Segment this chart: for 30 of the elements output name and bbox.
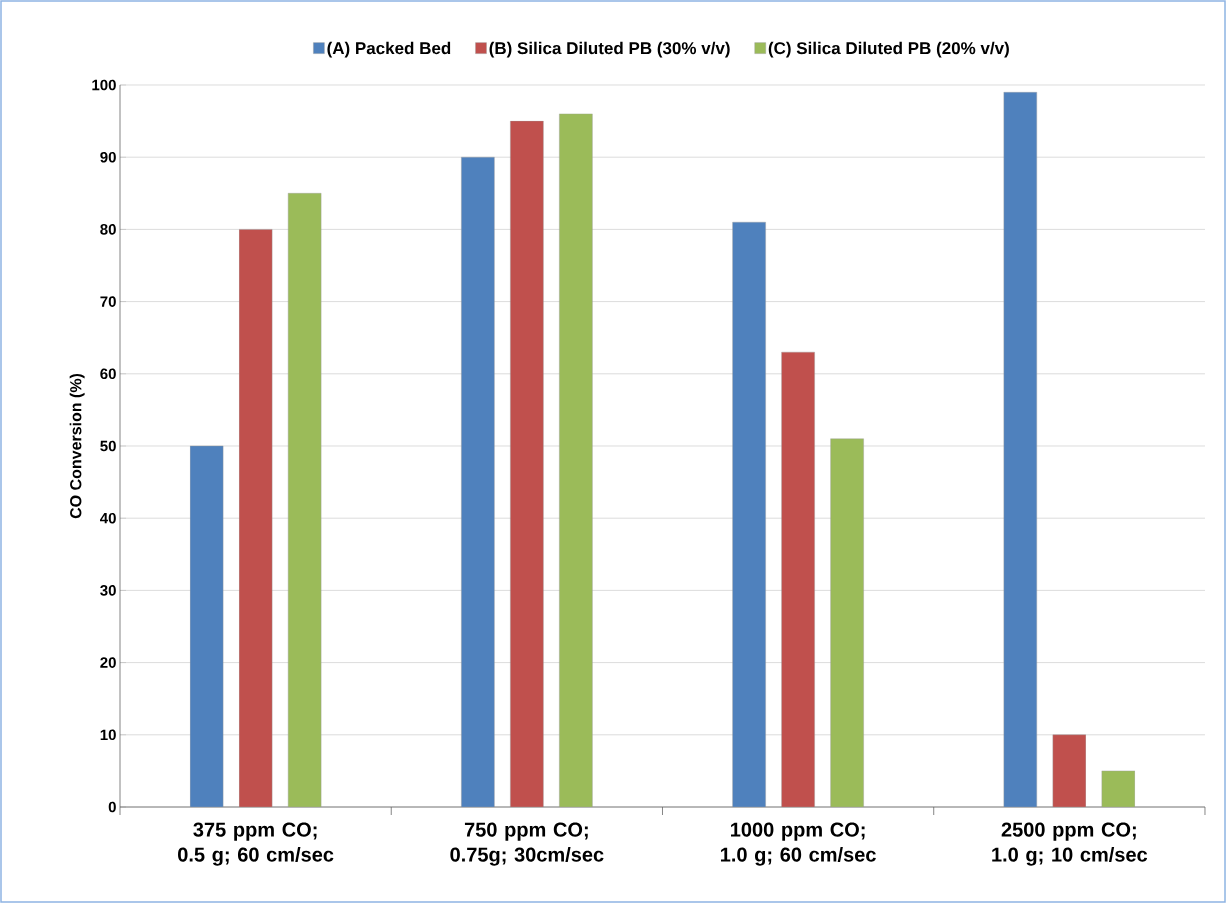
y-tick-label: 80 (100, 224, 116, 235)
x-tick-label: 750 ppm CO; 0.75g; 30cm/sec (450, 822, 604, 866)
y-tick-label: 50 (100, 440, 116, 452)
y-tick-label: 90 (100, 151, 116, 163)
bar (461, 157, 495, 807)
y-tick-label: 40 (100, 512, 116, 524)
legend-label: (A) Packed Bed (327, 41, 451, 58)
bar (1052, 734, 1087, 807)
bar (238, 229, 273, 807)
bar (781, 351, 815, 807)
y-tick-label: 20 (100, 657, 116, 668)
bar (830, 438, 864, 807)
y-axis-title: CO Conversion (%) (69, 373, 85, 519)
x-tick-label: 1000 ppm CO; 1.0 g; 60 cm/sec (720, 822, 876, 866)
bar (510, 120, 544, 807)
bar (189, 445, 224, 807)
x-tick-label: 2500 ppm CO; 1.0 g; 10 cm/sec (992, 822, 1148, 866)
bar (559, 113, 593, 807)
y-tick-label: 10 (100, 729, 116, 741)
bar (732, 221, 766, 807)
y-tick-label: 60 (100, 368, 116, 380)
y-tick-label: 30 (100, 585, 116, 596)
x-tick-label: 375 ppm CO; 0.5 g; 60 cm/sec (178, 822, 334, 866)
legend-label: (C) Silica Diluted PB (20% v/v) (768, 41, 1009, 58)
y-tick-label: 0 (108, 801, 116, 813)
bar (287, 193, 322, 807)
y-tick-label: 100 (92, 79, 116, 91)
bar (1003, 92, 1038, 807)
y-tick-label: 70 (100, 296, 116, 307)
legend-label: (B) Silica Diluted PB (30% v/v) (489, 41, 730, 58)
